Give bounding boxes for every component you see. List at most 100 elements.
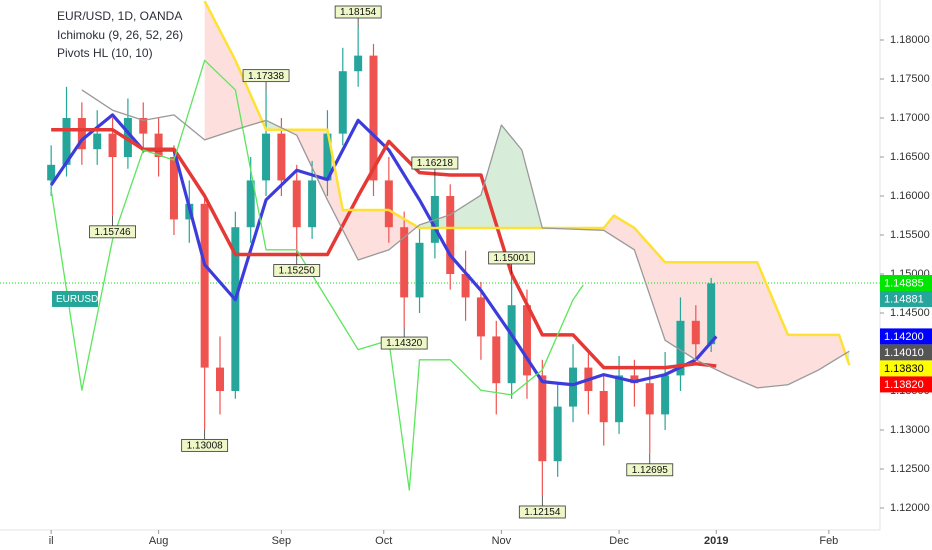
price-label-box <box>880 344 932 361</box>
candle-body <box>691 320 700 345</box>
candle-body <box>492 336 501 384</box>
pivot-box <box>518 505 566 519</box>
candle-body <box>384 180 393 228</box>
overlay: EUR/USD, 1D, OANDA Ichimoku (9, 26, 52, … <box>57 9 183 60</box>
x-tick-label: Aug <box>149 535 169 547</box>
price-label: 1.14200 <box>884 331 924 343</box>
candle-body <box>323 133 332 181</box>
y-tick-label: 1.12500 <box>890 463 930 475</box>
candle-body <box>246 180 255 228</box>
pivot-box <box>242 69 290 83</box>
price-label: 1.13820 <box>884 379 924 391</box>
candle-body <box>47 164 56 181</box>
price-label-box <box>880 274 932 291</box>
price-label: 1.14010 <box>884 347 924 359</box>
cloud <box>542 215 845 388</box>
pivot-box <box>89 225 136 239</box>
price-label-box <box>880 360 932 377</box>
cloud <box>204 1 263 140</box>
pivot-box <box>411 156 459 170</box>
indicator-label: Ichimoku (9, 26, 52, 26) <box>57 28 183 42</box>
x-tick-label: il <box>49 535 54 547</box>
y-tick-label: 1.16000 <box>890 190 930 202</box>
pivot-box <box>626 463 674 477</box>
indicator-line <box>51 127 717 370</box>
candle-body <box>369 55 378 181</box>
price-label: 1.14881 <box>884 293 924 305</box>
x-tick-label: Sep <box>272 535 292 547</box>
indicator-line <box>81 89 850 389</box>
candle-body <box>77 118 86 150</box>
pivot-box <box>488 251 536 265</box>
candle-body <box>476 297 485 337</box>
cloud <box>416 125 543 228</box>
pivot-label: 1.17338 <box>248 71 285 82</box>
candle-body <box>661 375 670 415</box>
candle-body <box>676 320 685 376</box>
y-tick-label: 1.15500 <box>890 229 930 241</box>
x-tick-label: Feb <box>819 535 838 547</box>
x-tick-label: Nov <box>492 535 512 547</box>
pivot-box <box>380 336 428 350</box>
candle-body <box>461 274 470 298</box>
candle-body <box>354 55 363 72</box>
y-tick-label: 1.17000 <box>890 112 930 124</box>
candle-body <box>308 180 317 228</box>
candle-body <box>522 305 531 376</box>
price-label: 1.14885 <box>884 277 924 289</box>
indicator-line <box>50 59 584 491</box>
price-label-box <box>880 290 932 307</box>
symbol-label: EURUSD <box>56 294 98 305</box>
pivot-box <box>334 5 382 19</box>
y-tick-label: 1.16500 <box>890 151 930 163</box>
candle-body <box>615 375 624 423</box>
candle-body <box>645 383 654 415</box>
candle-body <box>292 180 301 228</box>
candle-body <box>231 227 240 392</box>
pivot-label: 1.14320 <box>386 338 423 349</box>
candle-body <box>108 133 117 158</box>
y-tick-label: 1.13000 <box>890 424 930 436</box>
y-tick-label: 1.17500 <box>890 73 930 85</box>
candle-body <box>446 196 455 275</box>
price-label-box <box>880 376 932 393</box>
candle-body <box>169 157 178 220</box>
pivot-label: 1.15001 <box>494 253 531 264</box>
candle-body <box>262 133 271 181</box>
chart-title: EUR/USD, 1D, OANDA <box>57 9 182 23</box>
pivot-label: 1.15746 <box>94 227 131 238</box>
x-tick-label: Oct <box>375 535 392 547</box>
x-tick-label: Dec <box>609 535 629 547</box>
indicator-line <box>203 0 851 366</box>
pivot-box <box>273 264 321 277</box>
candle-body <box>599 391 608 423</box>
candle-body <box>216 367 224 392</box>
pivot-label: 1.12695 <box>632 465 669 476</box>
candle-body <box>415 242 424 298</box>
pivot-label: 1.13008 <box>187 441 224 452</box>
pivot-label: 1.12154 <box>524 507 561 518</box>
indicator-label: Pivots HL (10, 10) <box>57 46 153 60</box>
candle-body <box>93 133 102 150</box>
pivot-label: 1.18154 <box>340 7 377 18</box>
candle-body <box>139 118 148 134</box>
candle-body <box>569 367 578 407</box>
pivot-box <box>181 438 229 452</box>
candle-body <box>277 133 286 181</box>
symbol-label-box <box>52 290 98 307</box>
candle-body <box>62 118 71 165</box>
cloud <box>285 129 417 260</box>
candle-body <box>538 375 547 462</box>
pivot-label: 1.15250 <box>279 266 316 277</box>
candle-body <box>707 283 716 345</box>
candle-body <box>200 203 209 368</box>
price-label: 1.13830 <box>884 363 924 375</box>
candle-body <box>338 71 347 134</box>
x-tick-label: 2019 <box>704 535 728 547</box>
price-label-box <box>880 328 932 345</box>
y-tick-label: 1.14500 <box>890 307 930 319</box>
candle-body <box>553 406 562 462</box>
candle-body <box>154 133 163 158</box>
plot-area <box>0 0 880 496</box>
